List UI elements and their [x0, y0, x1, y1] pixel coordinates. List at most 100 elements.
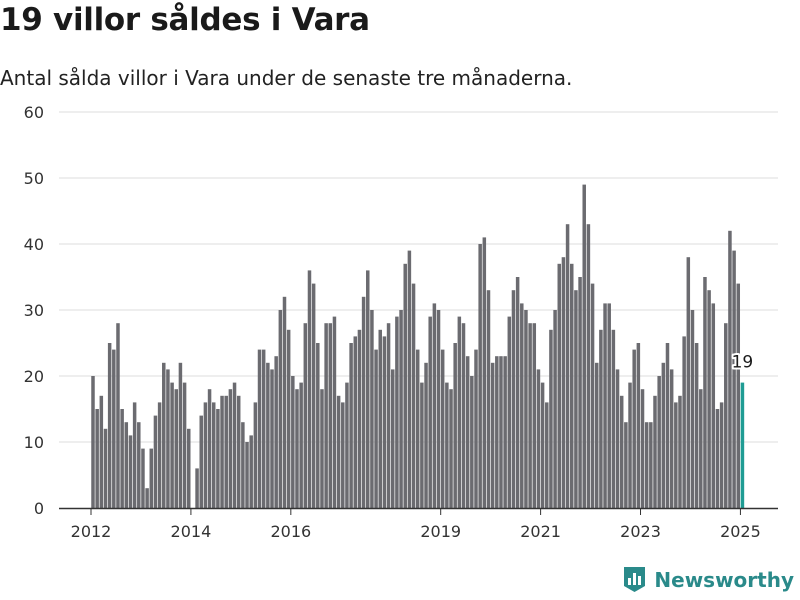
bar	[694, 343, 699, 508]
brand-name: Newsworthy	[654, 567, 794, 592]
newsworthy-logo-icon	[624, 567, 646, 592]
bar	[682, 336, 686, 508]
bar	[699, 389, 703, 508]
bar	[228, 389, 233, 508]
bar	[382, 336, 387, 508]
bar	[91, 376, 95, 508]
bar	[470, 376, 474, 508]
bar	[674, 402, 678, 508]
bar	[261, 349, 266, 508]
bar	[207, 389, 212, 508]
bar	[724, 323, 728, 508]
bar	[644, 422, 649, 508]
bar	[220, 395, 224, 508]
bar	[490, 362, 495, 508]
bar	[341, 402, 345, 508]
bar	[690, 310, 695, 508]
bar	[482, 237, 487, 508]
bar	[224, 395, 228, 508]
bar	[236, 395, 241, 508]
bar	[628, 382, 632, 508]
bar	[386, 323, 391, 508]
bar	[615, 369, 620, 508]
bar	[495, 356, 499, 508]
bar	[528, 323, 532, 508]
bar	[353, 336, 358, 508]
bar	[307, 270, 312, 508]
bar	[245, 442, 249, 508]
bar	[574, 290, 578, 508]
y-tick-label: 20	[24, 367, 44, 386]
y-tick-label: 0	[34, 499, 44, 518]
bar	[291, 376, 295, 508]
y-tick-label: 30	[24, 301, 44, 320]
y-tick-label: 40	[24, 235, 44, 254]
bar	[374, 349, 378, 508]
bar	[286, 329, 291, 508]
bar	[132, 402, 137, 508]
bar	[253, 402, 258, 508]
bar	[403, 263, 407, 508]
bar	[557, 263, 562, 508]
bar	[503, 356, 507, 508]
bar	[311, 283, 316, 508]
bar	[216, 409, 220, 508]
bar	[457, 316, 462, 508]
bar	[549, 329, 553, 508]
bar	[507, 316, 512, 508]
bar	[407, 250, 412, 508]
bar	[149, 448, 154, 508]
bar	[636, 343, 641, 508]
bar	[582, 184, 586, 508]
bar	[586, 224, 591, 508]
x-tick-label: 2019	[420, 522, 461, 541]
y-tick-label: 60	[24, 103, 44, 122]
bar	[195, 468, 199, 508]
bar	[632, 349, 636, 508]
bar	[536, 369, 541, 508]
bar	[515, 277, 520, 508]
bar	[578, 277, 582, 508]
bar	[649, 422, 653, 508]
bar	[266, 362, 270, 508]
bar	[545, 402, 549, 508]
x-tick-label: 2021	[520, 522, 561, 541]
bar	[499, 356, 503, 508]
y-tick-label: 10	[24, 433, 44, 452]
bar	[157, 402, 162, 508]
bar	[532, 323, 537, 508]
bar	[128, 435, 133, 508]
bar	[640, 389, 645, 508]
bar	[320, 389, 324, 508]
bar	[295, 389, 299, 508]
bar	[241, 422, 245, 508]
bar	[187, 428, 191, 508]
bar	[178, 362, 183, 508]
bar	[465, 356, 470, 508]
bar	[678, 395, 682, 508]
bar-chart: 0 10 20 30 40 50 60 2012 2014 2016 2019 2021 2023 202…	[24, 103, 778, 541]
bar	[669, 369, 674, 508]
bar	[420, 382, 424, 508]
bar	[116, 323, 120, 508]
x-tick-label: 2025	[720, 522, 761, 541]
bar	[732, 250, 736, 508]
bar	[270, 369, 274, 508]
bar	[328, 323, 333, 508]
bar	[174, 389, 179, 508]
bar	[686, 257, 691, 508]
bar	[299, 382, 303, 508]
bar	[661, 362, 666, 508]
bar	[599, 329, 603, 508]
bar	[486, 290, 491, 508]
bar	[428, 316, 432, 508]
bar	[249, 435, 253, 508]
bar	[378, 329, 382, 508]
bar	[474, 349, 478, 508]
bar	[553, 310, 557, 508]
bar	[449, 389, 453, 508]
bar	[211, 402, 216, 508]
bar	[203, 402, 208, 508]
bar	[107, 343, 112, 508]
x-tick-label: 2014	[171, 522, 212, 541]
